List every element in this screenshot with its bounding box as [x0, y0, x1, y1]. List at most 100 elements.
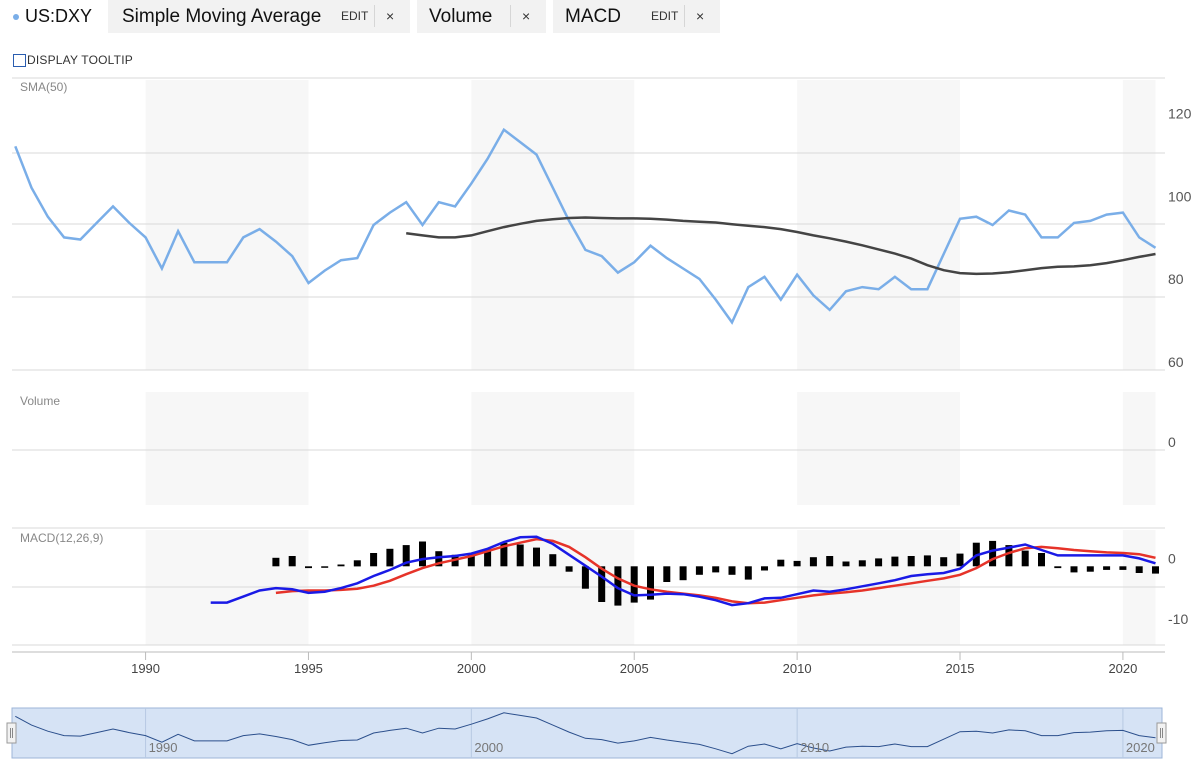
navigator-label: 2010: [800, 740, 829, 755]
year-band: [1122, 80, 1156, 370]
macd-tab-divider: [684, 5, 685, 27]
histogram-bar: [305, 566, 312, 569]
histogram-bar: [533, 547, 540, 567]
sma-close-icon[interactable]: ×: [386, 8, 395, 24]
histogram-bar: [809, 557, 817, 567]
macd-tab[interactable]: MACD EDIT ×: [553, 0, 720, 33]
year-bands: [145, 80, 1156, 645]
histogram-bar: [1152, 566, 1159, 574]
navigator[interactable]: 1990 2000 2010 2020: [6, 707, 1167, 759]
histogram-bar: [565, 566, 573, 572]
volume-close-icon[interactable]: ×: [522, 8, 531, 24]
histogram-bar: [549, 554, 557, 567]
year-band: [797, 392, 961, 505]
navigator-label: 2020: [1126, 740, 1155, 755]
histogram-bar: [353, 560, 361, 567]
histogram-bar: [663, 566, 671, 582]
navigator-left-handle[interactable]: [6, 722, 17, 744]
histogram-bar: [1119, 566, 1127, 570]
histogram-bar: [484, 548, 492, 567]
sma-tab[interactable]: Simple Moving Average EDIT ×: [108, 0, 410, 33]
histogram-bar: [614, 566, 622, 606]
price-series-line: [14, 127, 1157, 325]
histogram-bar: [647, 566, 654, 600]
histogram-bar: [875, 558, 883, 567]
histogram-bar: [728, 566, 736, 575]
macd-axis-tick: -10: [1168, 611, 1188, 627]
histogram-bar: [370, 553, 378, 567]
histogram-bar: [1086, 566, 1094, 572]
volume-tab-divider: [510, 5, 511, 27]
year-band: [1122, 392, 1156, 505]
histogram-bar: [858, 560, 866, 567]
macd-edit-button[interactable]: EDIT: [651, 9, 679, 23]
x-axis: 1990 1995 2000 2005 2010 2015 2020: [131, 652, 1137, 676]
price-axis-tick: 120: [1168, 105, 1192, 121]
macd-axis-tick: 0: [1168, 550, 1176, 566]
navigator-labels: 1990 2000 2010 2020: [149, 740, 1155, 755]
macd-axis: -10 0: [1168, 550, 1188, 627]
year-band: [797, 80, 961, 370]
price-axis-tick: 60: [1168, 354, 1184, 370]
year-band: [145, 392, 309, 505]
sma-tab-divider: [374, 5, 375, 27]
year-band: [471, 80, 635, 370]
histogram-bar: [435, 551, 443, 567]
volume-panel-label: Volume: [20, 394, 60, 408]
histogram-bar: [321, 566, 329, 568]
symbol-label: US:DXY: [25, 6, 93, 26]
year-band: [145, 80, 309, 370]
volume-axis-tick: 0: [1168, 434, 1176, 450]
histogram-bar: [777, 559, 785, 567]
x-axis-tick-label: 2005: [620, 661, 649, 676]
x-axis-tick-label: 2020: [1108, 661, 1137, 676]
histogram-bar: [386, 548, 394, 567]
price-axis: 60 80 100 120: [1168, 105, 1192, 370]
histogram-bar: [842, 561, 850, 567]
signal-series-line: [275, 537, 1156, 605]
histogram-bar: [989, 540, 997, 567]
navigator-label: 2000: [474, 740, 503, 755]
tooltip-label: DISPLAY TOOLTIP: [27, 53, 133, 67]
histogram-bar: [1103, 566, 1111, 570]
x-axis-tick-label: 1990: [131, 661, 160, 676]
sma-edit-button[interactable]: EDIT: [341, 9, 369, 23]
histogram-bar: [1038, 553, 1045, 567]
histogram-bar: [695, 566, 703, 575]
macd-close-icon[interactable]: ×: [696, 8, 705, 24]
histogram-bar: [581, 566, 589, 589]
histogram-bar: [1054, 566, 1062, 569]
x-axis-tick-label: 1995: [294, 661, 323, 676]
histogram-bar: [761, 566, 768, 571]
histogram-bar: [467, 554, 475, 567]
histogram-bar: [907, 556, 915, 567]
histogram-bar: [337, 564, 345, 567]
x-axis-tick-label: 2010: [783, 661, 812, 676]
histogram-bar: [712, 566, 720, 573]
grid-lines: [12, 77, 1165, 653]
volume-tab[interactable]: Volume ×: [417, 0, 546, 33]
histogram-bar: [272, 557, 280, 567]
histogram-bar: [288, 556, 296, 567]
navigator-right-handle[interactable]: [1156, 722, 1167, 744]
histogram-bar: [940, 557, 948, 567]
navigator-grid: [145, 708, 1124, 758]
display-tooltip-toggle[interactable]: DISPLAY TOOLTIP: [13, 53, 133, 67]
histogram-bar: [419, 541, 426, 567]
price-axis-tick: 80: [1168, 271, 1184, 287]
histogram-bar: [1021, 550, 1029, 567]
sma-series-line: [406, 216, 1156, 276]
price-axis-tick: 100: [1168, 188, 1192, 204]
navigator-label: 1990: [149, 740, 178, 755]
symbol-tab[interactable]: US:DXY: [0, 0, 104, 33]
year-band: [471, 392, 635, 505]
histogram-bar: [679, 566, 687, 581]
x-axis-tick-label: 2015: [946, 661, 975, 676]
tooltip-checkbox[interactable]: [13, 53, 26, 67]
histogram-bar: [1070, 566, 1078, 573]
histogram-bar: [1135, 566, 1143, 573]
histogram-bar: [826, 556, 834, 567]
x-axis-tick-label: 2000: [457, 661, 486, 676]
histogram-bar: [500, 542, 508, 567]
